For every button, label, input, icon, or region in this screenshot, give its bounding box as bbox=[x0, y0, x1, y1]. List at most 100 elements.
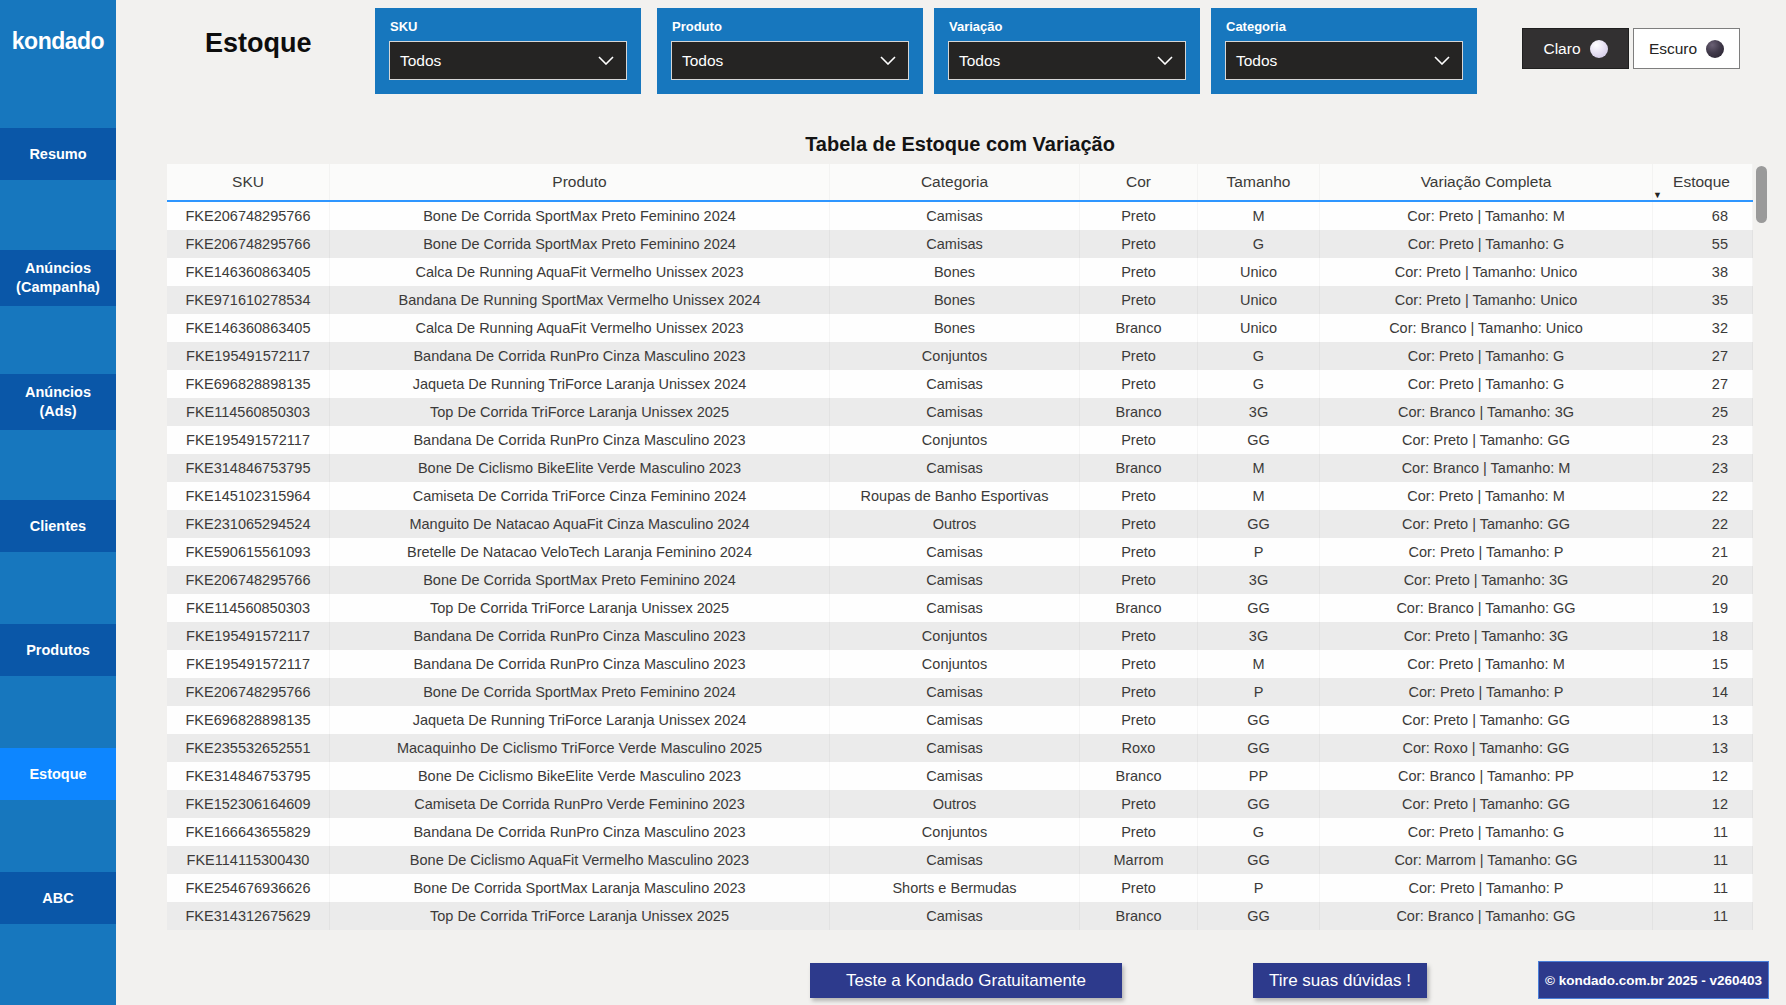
sidebar-item-produtos[interactable]: Produtos bbox=[0, 624, 116, 676]
cell-produto: Bandana De Corrida RunPro Cinza Masculin… bbox=[330, 650, 830, 678]
sidebar-item-resumo[interactable]: Resumo bbox=[0, 128, 116, 180]
cell-estoque: 27 bbox=[1653, 370, 1753, 398]
table-row: FKE146360863405Calca De Running AquaFit … bbox=[167, 258, 1753, 286]
cell-cor: Preto bbox=[1080, 650, 1198, 678]
cell-categoria: Camisas bbox=[830, 734, 1080, 762]
cell-estoque: 38 bbox=[1653, 258, 1753, 286]
column-header-variacao[interactable]: Variação Completa bbox=[1320, 164, 1653, 200]
cell-tamanho: M bbox=[1198, 454, 1320, 482]
sidebar-item-anuncios-ads[interactable]: Anúncios(Ads) bbox=[0, 374, 116, 430]
sidebar-item-label-line2: (Campanha) bbox=[16, 278, 100, 297]
cell-categoria: Conjuntos bbox=[830, 650, 1080, 678]
cell-sku: FKE146360863405 bbox=[167, 314, 330, 342]
sidebar-item-estoque[interactable]: Estoque bbox=[0, 748, 116, 800]
cell-produto: Bretelle De Natacao VeloTech Laranja Fem… bbox=[330, 538, 830, 566]
cell-sku: FKE195491572117 bbox=[167, 650, 330, 678]
cell-sku: FKE114560850303 bbox=[167, 594, 330, 622]
filter-dropdown-produto[interactable]: Todos bbox=[671, 41, 909, 80]
questions-button[interactable]: Tire suas dúvidas ! bbox=[1253, 963, 1427, 998]
cell-categoria: Camisas bbox=[830, 370, 1080, 398]
cell-estoque: 11 bbox=[1653, 846, 1753, 874]
cell-cor: Preto bbox=[1080, 426, 1198, 454]
dropdown-value: Todos bbox=[1226, 52, 1277, 70]
filter-dropdown-categoria[interactable]: Todos bbox=[1225, 41, 1463, 80]
table-row: FKE235532652551Macaquinho De Ciclismo Tr… bbox=[167, 734, 1753, 762]
cell-produto: Bone De Ciclismo BikeElite Verde Masculi… bbox=[330, 454, 830, 482]
sidebar-item-anuncios-campanha[interactable]: Anúncios(Campanha) bbox=[0, 250, 116, 306]
cell-variacao: Cor: Preto | Tamanho: 3G bbox=[1320, 566, 1653, 594]
cell-produto: Jaqueta De Running TriForce Laranja Unis… bbox=[330, 370, 830, 398]
table-row: FKE231065294524Manguito De Natacao AquaF… bbox=[167, 510, 1753, 538]
cell-variacao: Cor: Preto | Tamanho: G bbox=[1320, 818, 1653, 846]
cell-sku: FKE696828898135 bbox=[167, 706, 330, 734]
dark-sphere-icon bbox=[1706, 40, 1724, 58]
cell-tamanho: GG bbox=[1198, 426, 1320, 454]
cell-cor: Preto bbox=[1080, 566, 1198, 594]
cell-categoria: Conjuntos bbox=[830, 426, 1080, 454]
filter-categoria: CategoriaTodos bbox=[1211, 8, 1477, 94]
cell-sku: FKE314312675629 bbox=[167, 902, 330, 930]
table-header-row: SKU Produto CategoriaCorTamanhoVariação Co… bbox=[167, 164, 1753, 202]
cell-sku: FKE206748295766 bbox=[167, 566, 330, 594]
cell-categoria: Camisas bbox=[830, 538, 1080, 566]
cell-estoque: 22 bbox=[1653, 510, 1753, 538]
cell-sku: FKE696828898135 bbox=[167, 370, 330, 398]
cell-tamanho: GG bbox=[1198, 902, 1320, 930]
sidebar-item-label: Estoque bbox=[29, 765, 86, 784]
cell-sku: FKE114115300430 bbox=[167, 846, 330, 874]
cell-cor: Branco bbox=[1080, 314, 1198, 342]
sidebar-item-clientes[interactable]: Clientes bbox=[0, 500, 116, 552]
table-row: FKE146360863405Calca De Running AquaFit … bbox=[167, 314, 1753, 342]
filter-dropdown-variacao[interactable]: Todos bbox=[948, 41, 1186, 80]
sidebar-item-label-line2: (Ads) bbox=[39, 402, 76, 421]
cell-tamanho: 3G bbox=[1198, 566, 1320, 594]
cell-produto: Bandana De Running SportMax Vermelho Uni… bbox=[330, 286, 830, 314]
theme-dark-button[interactable]: Escuro bbox=[1633, 28, 1740, 69]
column-header-estoque[interactable]: ▼Estoque bbox=[1653, 164, 1753, 200]
table-body: FKE206748295766 Bone De Corrida SportMax … bbox=[167, 202, 1753, 930]
dropdown-value: Todos bbox=[390, 52, 441, 70]
table-row: FKE114560850303Top De Corrida TriForce L… bbox=[167, 398, 1753, 426]
cell-cor: Preto bbox=[1080, 342, 1198, 370]
cell-sku: FKE206748295766 bbox=[167, 230, 330, 258]
cell-cor: Preto bbox=[1080, 538, 1198, 566]
column-header-tamanho[interactable]: Tamanho bbox=[1198, 164, 1320, 200]
trial-button[interactable]: Teste a Kondado Gratuitamente bbox=[810, 963, 1122, 998]
copyright-button[interactable]: © kondado.com.br 2025 - v260403 bbox=[1538, 961, 1769, 999]
cell-tamanho: G bbox=[1198, 370, 1320, 398]
cell-estoque: 23 bbox=[1653, 454, 1753, 482]
stock-table: Tabela de Estoque com Variação SKU Produt… bbox=[167, 133, 1753, 930]
sidebar-item-label: Anúncios bbox=[25, 383, 91, 402]
filter-dropdown-sku[interactable]: Todos bbox=[389, 41, 627, 80]
cell-tamanho: GG bbox=[1198, 510, 1320, 538]
cell-variacao: Cor: Preto | Tamanho: P bbox=[1320, 678, 1653, 706]
table-title: Tabela de Estoque com Variação bbox=[167, 133, 1753, 156]
column-header-produto[interactable]: Produto bbox=[330, 164, 830, 200]
chevron-down-icon bbox=[880, 56, 896, 65]
sidebar-item-abc[interactable]: ABC bbox=[0, 872, 116, 924]
cell-tamanho: GG bbox=[1198, 706, 1320, 734]
cell-categoria: Conjuntos bbox=[830, 342, 1080, 370]
cell-produto: Bone De Corrida SportMax Laranja Masculi… bbox=[330, 874, 830, 902]
column-header-label: SKU bbox=[232, 173, 264, 191]
cell-estoque: 25 bbox=[1653, 398, 1753, 426]
cell-categoria: Conjuntos bbox=[830, 818, 1080, 846]
column-header-label: Produto bbox=[552, 173, 606, 191]
scrollbar-thumb[interactable] bbox=[1756, 166, 1767, 223]
table-row: FKE145102315964Camiseta De Corrida TriFo… bbox=[167, 482, 1753, 510]
chevron-down-icon bbox=[598, 56, 614, 65]
filter-sku: SKUTodos bbox=[375, 8, 641, 94]
column-header-categoria[interactable]: Categoria bbox=[830, 164, 1080, 200]
cell-variacao: Cor: Preto | Tamanho: P bbox=[1320, 874, 1653, 902]
cell-cor: Branco bbox=[1080, 902, 1198, 930]
cell-categoria: Roupas de Banho Esportivas bbox=[830, 482, 1080, 510]
cell-variacao: Cor: Preto | Tamanho: G bbox=[1320, 342, 1653, 370]
column-header-sku[interactable]: SKU bbox=[167, 164, 330, 200]
cell-tamanho: M bbox=[1198, 202, 1320, 230]
cell-cor: Preto bbox=[1080, 370, 1198, 398]
column-header-cor[interactable]: Cor bbox=[1080, 164, 1198, 200]
table-row: FKE696828898135Jaqueta De Running TriFor… bbox=[167, 706, 1753, 734]
cell-categoria: Camisas bbox=[830, 398, 1080, 426]
cell-estoque: 55 bbox=[1653, 230, 1753, 258]
theme-light-button[interactable]: Claro bbox=[1522, 28, 1629, 69]
